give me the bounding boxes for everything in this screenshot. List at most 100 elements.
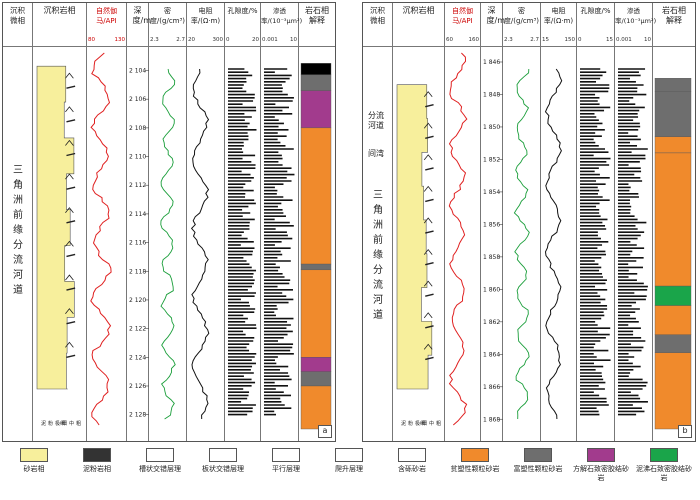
depth-tick-label: 2 118 [129, 268, 146, 275]
grain-size-label: 粗 [76, 420, 81, 427]
depth-tick-label: 1 868 [483, 416, 500, 423]
depth-tick-label: 2 106 [129, 96, 146, 103]
legend-swatch [83, 448, 111, 462]
legend-item: 砂岩相 [4, 448, 64, 474]
depth-tick-label: 1 864 [483, 351, 500, 358]
density-curve [160, 68, 176, 420]
legend-swatch [272, 448, 300, 462]
header-density: 密度/(g/cm³) 2.3 2.7 [503, 3, 540, 47]
legend-swatch [587, 448, 615, 462]
depth-tick-label: 2 120 [129, 297, 146, 304]
grain-size-label: 粗 [436, 420, 441, 427]
trough-cross-bedding-symbol [423, 217, 433, 224]
microfacies-upper-label: 分流河道 [368, 111, 384, 130]
header-depth: 深度/m [127, 3, 151, 47]
depth-tick-label: 1 860 [483, 286, 500, 293]
depth-tick-label: 1 850 [483, 124, 500, 131]
legend-label: 槽状交错层理 [139, 465, 181, 473]
legend-swatch [146, 448, 174, 462]
rock-facies-interval [654, 305, 692, 336]
trough-cross-bedding-symbol [423, 280, 433, 287]
depth-tick-label: 2 128 [129, 412, 146, 419]
trough-cross-bedding-symbol [65, 308, 74, 314]
planar-cross-bedding-symbol [66, 85, 76, 89]
resistivity-curve [544, 68, 563, 420]
header-facies-micro: 沉积微相 [3, 3, 32, 47]
planar-cross-bedding-symbol [425, 230, 434, 234]
trough-cross-bedding-symbol [423, 343, 433, 350]
trough-cross-bedding-symbol [423, 122, 433, 129]
planar-cross-bedding-symbol [425, 135, 434, 139]
log-plot-a: 2 104 2 106 2 108 2 110 2 112 2 114 2 116 2 118… [36, 52, 332, 430]
legend-label: 爬升层理 [335, 465, 363, 473]
depth-tick-label: 1 852 [483, 156, 500, 163]
legend-item: 爬升层理 [319, 448, 379, 474]
col-depth: 深度/m [127, 3, 151, 441]
legend-swatch [209, 448, 237, 462]
legend-label: 泥沸石致密胶结砂岩 [636, 465, 692, 482]
trough-cross-bedding-symbol [65, 106, 74, 113]
header-rock-facies: 岩石相解释 [653, 3, 695, 47]
trough-cross-bedding-symbol [423, 185, 433, 192]
col-facies-micro: 沉积微相 [3, 3, 33, 441]
header-rock-facies: 岩石相解释 [299, 3, 335, 47]
header-resistivity: 电阻率/(Ω·m) 20 300 [187, 3, 224, 47]
legend-item: 含砾砂岩 [382, 448, 442, 474]
rock-facies-interval [300, 357, 332, 372]
grain-size-label: 粉 [408, 420, 413, 427]
rock-facies-interval [300, 63, 332, 76]
trough-cross-bedding-symbol [65, 72, 74, 79]
panel-label-b: b [678, 425, 692, 438]
trough-cross-bedding-symbol [423, 249, 433, 255]
legend-swatch [524, 448, 552, 462]
trough-cross-bedding-symbol [65, 341, 74, 348]
depth-tick-label: 1 848 [483, 91, 500, 98]
depth-tick-label: 1 856 [483, 221, 500, 228]
legend-item: 槽状交错层理 [130, 448, 190, 474]
col-gr: 自然伽马/API 60 160 [445, 3, 481, 441]
legend-item: 平行层理 [256, 448, 316, 474]
planar-cross-bedding-symbol [66, 321, 76, 325]
col-density: 密度/(g/cm³) 2.3 2.7 [149, 3, 187, 441]
header-porosity: 孔隙度/% 0 20 [225, 3, 260, 47]
rock-facies-interval [300, 371, 332, 387]
depth-tick-label: 1 866 [483, 384, 500, 391]
rock-facies-interval [300, 90, 332, 129]
depth-tick-label: 2 124 [129, 354, 146, 361]
grain-size-label: 极细 [415, 420, 425, 427]
col-rock-facies: 岩石相解释 [299, 3, 335, 441]
col-permeability: 渗透率/(10⁻³μm²) 0.001 10 [261, 3, 302, 441]
header-lithofacies: 沉积岩相 [393, 3, 444, 47]
header-lithofacies: 沉积岩相 [33, 3, 86, 47]
legend-swatch [650, 448, 678, 462]
col-rock-facies: 岩石相解释 [653, 3, 695, 441]
header-resistivity: 电阻率/(Ω·m) 15 150 [541, 3, 576, 47]
depth-tick-label: 1 862 [483, 319, 500, 326]
trough-cross-bedding-symbol [423, 154, 433, 161]
col-gr: 自然伽马/API 80 130 [87, 3, 127, 441]
col-lithofacies: 沉积岩相 [393, 3, 445, 441]
planar-cross-bedding-symbol [66, 287, 76, 291]
grain-size-label: 极细 [55, 420, 65, 427]
depth-tick-label: 2 114 [129, 211, 146, 218]
legend-item: 泥沸石致密胶结砂岩 [634, 448, 694, 483]
gr-min: 80 [88, 37, 95, 43]
col-resistivity: 电阻率/(Ω·m) 20 300 [187, 3, 225, 441]
col-porosity: 孔隙度/% 0 20 [225, 3, 261, 441]
rock-facies-interval [300, 385, 332, 430]
rock-facies-interval [300, 127, 332, 265]
trough-cross-bedding-symbol [65, 240, 74, 247]
trough-cross-bedding-symbol [423, 312, 433, 319]
legend-label: 砂岩相 [23, 465, 45, 473]
rock-facies-interval [654, 285, 692, 306]
legend-label: 含砾砂岩 [398, 465, 426, 473]
planar-cross-bedding-symbol [66, 253, 76, 258]
legend-label: 贫塑性颗粒砂岩 [450, 465, 500, 473]
depth-tick-label: 2 104 [129, 68, 146, 75]
well-log-panel-a: 沉积微相 沉积岩相 自然伽马/API 80 130 深度/m 密度/(g/cm³)… [2, 2, 336, 442]
header-depth: 深度/m [481, 3, 505, 47]
rock-facies-interval [654, 78, 692, 92]
header-facies-micro: 沉积微相 [363, 3, 392, 47]
header-permeability: 渗透率/(10⁻³μm²) 0.001 10 [615, 3, 656, 47]
gr-max: 130 [114, 37, 126, 43]
